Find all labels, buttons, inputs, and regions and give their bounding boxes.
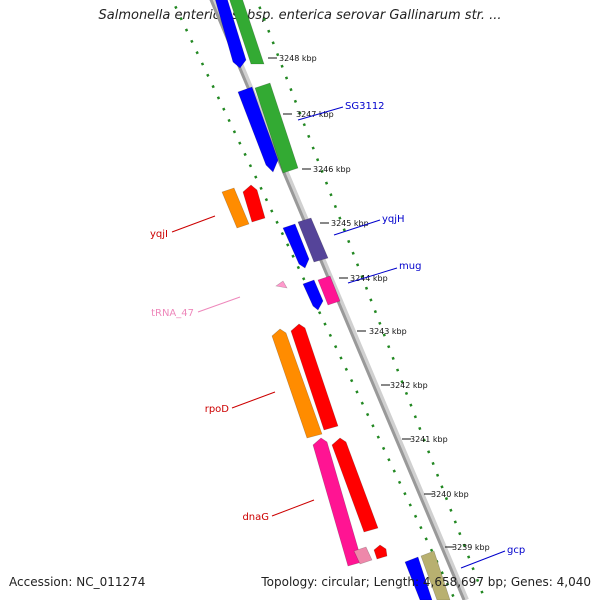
gene-block-blue[interactable] [214,0,247,69]
gene-red-rpod[interactable] [290,323,339,431]
leader-sg3112 [297,106,344,121]
gene-green-sg3112[interactable] [254,82,299,174]
genome-title: Salmonella enterica subsp. enterica sero… [98,8,502,23]
gene-red-dnag[interactable] [331,437,379,533]
tick-label-3244: 3244 kbp [350,274,388,283]
leader-yqjh [333,219,381,236]
gene-label-yqjh[interactable]: yqjH [382,214,405,225]
gene-label-dnag[interactable]: dnaG [242,512,269,523]
tick-label-3242: 3242 kbp [390,381,428,390]
gene-blue-yqjh[interactable] [282,223,310,269]
gene-label-sg3112[interactable]: SG3112 [345,101,385,112]
tick-label-3243: 3243 kbp [369,327,407,336]
leader-yqji [171,215,216,233]
gene-label-rpod[interactable]: rpoD [205,404,230,415]
gene-blue-mug[interactable] [302,279,324,311]
gene-purple-yqjh[interactable] [297,217,329,263]
accession-text: Accession: NC_011274 [9,575,146,589]
leader-rpod [231,391,276,409]
gene-magenta-dnag[interactable] [312,437,363,567]
leader-trna-47 [197,296,241,313]
gene-label-trna-47[interactable]: tRNA_47 [151,308,194,319]
gene-pink-small[interactable] [353,546,373,565]
gene-orange-rpod[interactable] [271,328,323,439]
gene-red-yqji[interactable] [242,184,266,223]
gene-orange-yqji[interactable] [221,187,250,229]
gene-blue-sg[interactable] [237,86,279,173]
tick-label-3246: 3246 kbp [313,165,351,174]
tick-label-3240: 3240 kbp [431,490,469,499]
tick-marks [268,57,454,548]
inner-dotted-ring [255,0,487,600]
gene-label-yqji[interactable]: yqjI [150,229,168,240]
gene-block-green[interactable] [228,0,265,65]
leader-dnag [271,499,315,517]
gene-blue-gcp[interactable] [404,556,433,600]
gene-magenta-mug[interactable] [317,275,341,306]
gene-label-gcp[interactable]: gcp [507,545,525,556]
gene-red-small[interactable] [373,544,388,560]
tick-label-3239: 3239 kbp [452,543,490,552]
trna-47-mark[interactable] [275,280,288,289]
gene-label-mug[interactable]: mug [399,261,421,272]
leader-mug [347,267,398,284]
tick-label-3241: 3241 kbp [410,435,448,444]
tick-label-3245: 3245 kbp [331,219,369,228]
tick-label-3247: 3247 kbp [296,110,334,119]
leader-gcp [460,550,506,569]
tick-label-3248: 3248 kbp [279,54,317,63]
gene-olive-gcp[interactable] [420,550,451,600]
genome-summary-text: Topology: circular; Length: 4,658,697 bp… [261,575,591,589]
